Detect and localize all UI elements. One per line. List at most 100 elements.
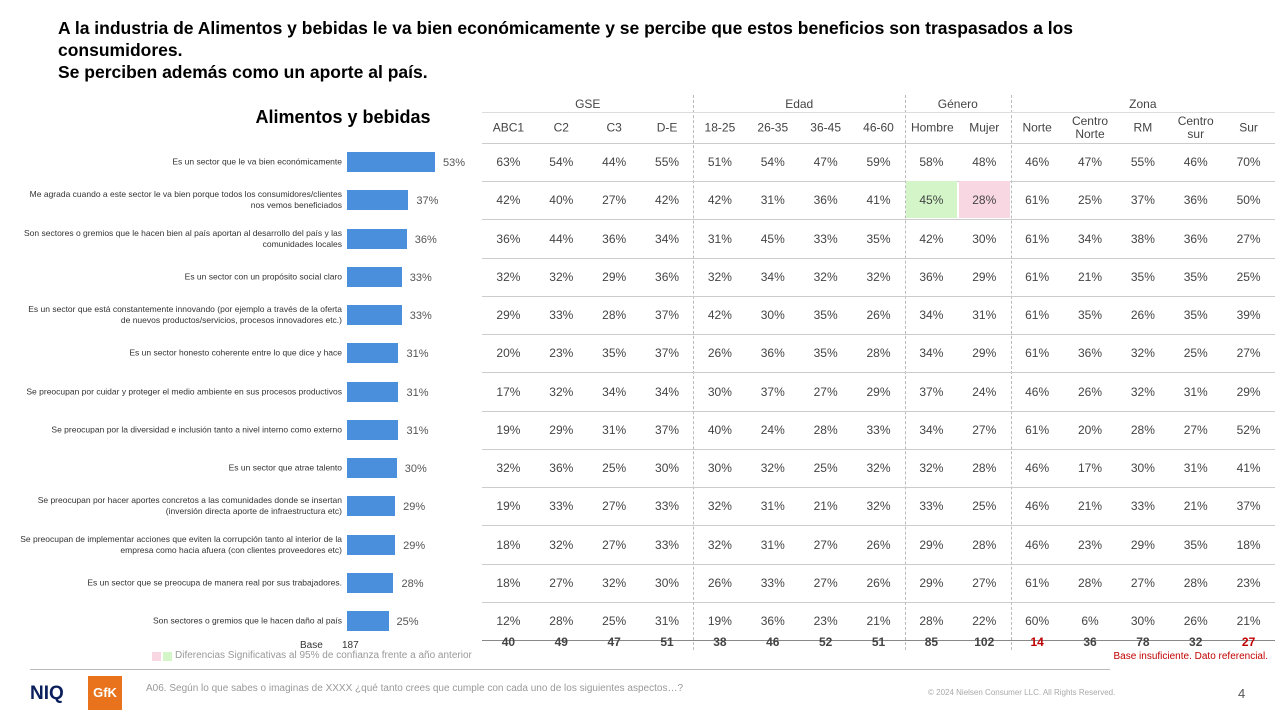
table-cell: 32% — [866, 461, 891, 475]
legend-swatch-pink — [152, 652, 161, 661]
table-cell: 28% — [866, 346, 891, 361]
table-cell: 18% — [496, 575, 521, 590]
table-cell: 34% — [919, 346, 944, 361]
table-cell: 34% — [919, 422, 944, 437]
row-rule — [482, 181, 1276, 182]
table-cell: 41% — [866, 193, 891, 208]
table-cell: 32% — [1130, 384, 1155, 399]
table-cell: 26% — [866, 308, 891, 322]
base-cell: 46 — [766, 635, 780, 649]
value-label: 25% — [396, 616, 419, 628]
table-cell: 31% — [1183, 384, 1208, 399]
table-cell: 42% — [919, 231, 944, 246]
table-cell: 36% — [919, 269, 944, 284]
logo-niq: NIQ — [30, 683, 64, 704]
table-cell: 29% — [919, 575, 944, 590]
table-cell: 61% — [1025, 575, 1050, 590]
table-cell: 45% — [919, 193, 944, 208]
table-cell: 35% — [1130, 269, 1155, 284]
table-cell: 18% — [496, 537, 521, 552]
table-cell: 6% — [1081, 614, 1099, 628]
table-cell: 44% — [549, 231, 574, 246]
value-label: 33% — [409, 310, 432, 322]
table-cell: 24% — [760, 422, 785, 437]
column-header: C2 — [553, 120, 569, 135]
table-cell: 63% — [496, 155, 521, 169]
bar — [347, 228, 407, 249]
column-header: D-E — [656, 120, 678, 135]
base-cell: 14 — [1030, 635, 1044, 649]
page-number: 4 — [1238, 686, 1246, 701]
legend-swatch-green — [163, 652, 172, 661]
row-rule — [482, 334, 1276, 335]
table-cell: 30% — [1130, 461, 1155, 475]
table-cell: 27% — [602, 499, 627, 514]
table-cell: 28% — [919, 614, 944, 628]
table-cell: 32% — [1130, 346, 1155, 361]
table-cell: 40% — [707, 422, 732, 437]
table-cell: 29% — [866, 384, 891, 399]
table-cell: 61% — [1025, 308, 1050, 322]
table-cell: 27% — [813, 384, 838, 399]
base-cell: 51 — [871, 635, 886, 649]
category-label: Es un sector que le va bien económicamen… — [172, 156, 342, 167]
bar — [347, 419, 399, 440]
bar — [347, 305, 402, 325]
base-cell: 51 — [660, 635, 674, 649]
bar — [347, 190, 409, 211]
table-cell: 29% — [972, 269, 997, 284]
table-cell: 30% — [707, 384, 732, 399]
table-cell: 50% — [1236, 193, 1261, 208]
table-cell: 27% — [549, 575, 574, 590]
table-cell: 29% — [972, 346, 997, 361]
table-cell: 27% — [813, 537, 838, 552]
table-cell: 19% — [496, 499, 521, 514]
table-cell: 31% — [655, 614, 680, 628]
table-cell: 48% — [972, 155, 997, 169]
value-label: 31% — [406, 386, 429, 399]
table-cell: 33% — [549, 308, 574, 322]
table-cell: 40% — [549, 193, 574, 208]
table-cell: 17% — [1077, 461, 1102, 475]
table-cell: 31% — [602, 422, 627, 437]
table-cell: 45% — [760, 231, 785, 246]
table-cell: 12% — [496, 614, 521, 628]
value-label: 37% — [416, 195, 439, 208]
header-rule — [482, 112, 1276, 113]
highlight-cell — [905, 181, 957, 219]
table-cell: 30% — [707, 461, 732, 475]
table-cell: 37% — [919, 384, 944, 399]
column-header: 36-45 — [810, 120, 841, 135]
column-header: 26-35 — [757, 120, 789, 135]
table-cell: 36% — [760, 614, 785, 628]
column-header: C3 — [606, 120, 622, 135]
table-cell: 37% — [1236, 499, 1261, 514]
table-cell: 27% — [813, 575, 838, 590]
bar — [347, 381, 399, 402]
table-cell: 26% — [866, 575, 891, 590]
row-rule — [482, 640, 1276, 641]
table-cell: 32% — [707, 499, 732, 514]
row-rule — [482, 219, 1276, 221]
table-cell: 38% — [1130, 231, 1155, 246]
table-cell: 36% — [549, 461, 574, 475]
base-cell: 38 — [713, 635, 727, 649]
table-cell: 28% — [602, 308, 627, 322]
table-cell: 34% — [919, 308, 944, 322]
table-cell: 35% — [866, 231, 891, 246]
table-cell: 35% — [602, 346, 627, 361]
table-cell: 41% — [1236, 461, 1261, 475]
table-cell: 27% — [1130, 575, 1155, 590]
base-cell: 78 — [1136, 635, 1150, 649]
footer-rule — [30, 669, 1110, 670]
table-cell: 25% — [602, 614, 627, 628]
table-cell: 23% — [549, 346, 574, 361]
table-cell: 28% — [549, 614, 574, 628]
table-cell: 32% — [707, 269, 732, 284]
table-cell: 26% — [866, 537, 891, 552]
table-cell: 46% — [1025, 384, 1050, 399]
row-rule — [482, 448, 1276, 450]
base-cell: 40 — [501, 635, 516, 649]
row-rule — [482, 295, 1276, 297]
table-cell: 59% — [866, 155, 891, 169]
